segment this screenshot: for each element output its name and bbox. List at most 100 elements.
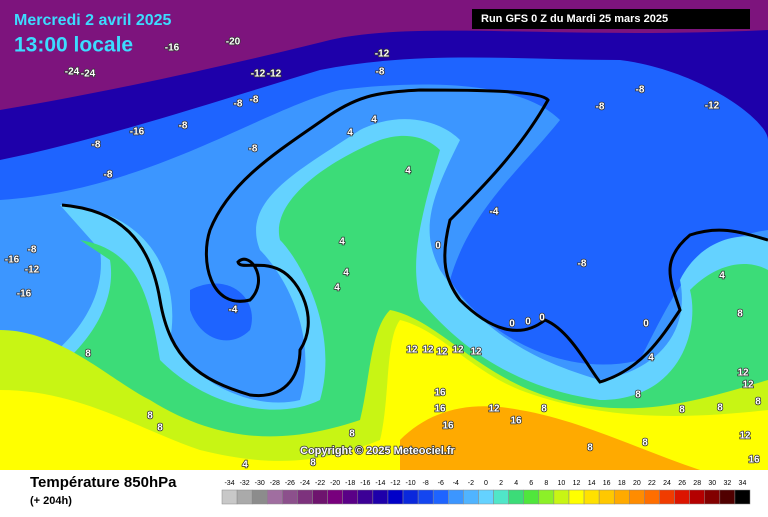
legend-label: 32 <box>723 480 731 487</box>
legend-swatch <box>357 489 374 505</box>
legend-swatch <box>478 489 494 505</box>
legend-label: -10 <box>406 480 416 487</box>
legend-swatch <box>659 489 675 505</box>
legend-swatch <box>644 489 660 505</box>
date: Mercredi 2 avril 2025 <box>14 12 172 29</box>
contour-label: 8 <box>635 390 641 401</box>
legend-label: -18 <box>345 480 355 487</box>
legend-swatch <box>236 489 253 505</box>
copyright: Copyright © 2025 Meteociel.fr <box>300 445 456 457</box>
contour-label: -24 <box>81 69 96 80</box>
contour-label: -8 <box>104 170 113 181</box>
contour-label: 4 <box>719 271 725 282</box>
contour-label: -8 <box>376 67 385 78</box>
contour-label: -8 <box>234 99 243 110</box>
contour-label: 8 <box>717 403 723 414</box>
contour-label: 8 <box>642 438 648 449</box>
legend-swatch <box>493 489 509 505</box>
contour-labels: -24 -24-16-20-12-12 -12 -8-8 -8-16-8-8-8-844… <box>4 36 762 472</box>
legend-label: 26 <box>678 480 686 487</box>
contour-label: -8 <box>92 140 101 151</box>
contour-label: 8 <box>679 405 685 416</box>
contour-label: 8 <box>755 397 761 408</box>
legend-label: -6 <box>438 480 444 487</box>
zone-orange <box>400 406 700 470</box>
run-box <box>472 9 750 29</box>
contour-label: 8 <box>147 411 153 422</box>
contour-label: 8 <box>310 458 316 469</box>
legend-swatch <box>372 489 389 505</box>
contour-label: 12 <box>470 347 482 358</box>
contour-label: 16 <box>434 388 446 399</box>
legend-label: 16 <box>603 480 611 487</box>
legend-swatch <box>387 489 404 505</box>
contour-label: 16 <box>748 455 760 466</box>
legend-swatch <box>282 489 298 505</box>
contour-label: -8 <box>578 259 587 270</box>
legend-label: 2 <box>499 480 503 487</box>
contour-label: 4 <box>371 115 377 126</box>
contour-label: 0 <box>509 319 515 330</box>
contour-label: -20 <box>226 37 241 48</box>
legend-label: 24 <box>663 480 671 487</box>
zone-cold-core <box>190 283 252 341</box>
contour-label: -8 <box>250 95 259 106</box>
legend-label: -26 <box>285 480 295 487</box>
contour-label: -4 <box>229 305 238 316</box>
contour-label: -8 <box>179 121 188 132</box>
legend-label: -22 <box>315 480 325 487</box>
legend-label: -16 <box>360 480 370 487</box>
contour-label: -8 <box>596 102 605 113</box>
legend-swatch <box>613 489 630 505</box>
contour-label: 16 <box>442 421 454 432</box>
contour-label: 0 <box>435 241 441 252</box>
legend-swatch <box>432 489 449 505</box>
contour-label: 4 <box>242 460 248 471</box>
legend-label: -12 <box>390 480 400 487</box>
contour-label: -16 <box>5 255 20 266</box>
legend-label: 10 <box>558 480 566 487</box>
legend-label: 30 <box>708 480 716 487</box>
legend-swatch <box>538 489 555 505</box>
contour-label: 4 <box>339 237 345 248</box>
legend-swatch <box>674 489 690 505</box>
contour-label: 16 <box>434 404 446 415</box>
legend-label: -4 <box>453 480 459 487</box>
legend-label: 34 <box>739 480 747 487</box>
contour-label: -12 <box>25 265 40 276</box>
legend-label: 6 <box>529 480 533 487</box>
legend-swatch <box>629 489 645 505</box>
legend-swatch <box>734 489 751 505</box>
contour-label: 12 <box>737 368 749 379</box>
contour-label: 8 <box>157 423 163 434</box>
contour-label: 4 <box>347 128 353 139</box>
contour-label: -8 <box>249 144 258 155</box>
legend-swatch <box>221 489 238 505</box>
legend-swatch <box>312 489 328 505</box>
legend-label: 4 <box>514 480 518 487</box>
contour-label: 12 <box>739 431 751 442</box>
legend-swatch <box>523 489 540 505</box>
contour-label: 8 <box>587 443 593 454</box>
zero-contour <box>61 88 768 397</box>
contour-label: 0 <box>643 319 649 330</box>
contour-label: 0 <box>539 313 545 324</box>
legend-label: -28 <box>270 480 280 487</box>
legend-label: -30 <box>255 480 265 487</box>
legend-swatch <box>704 489 721 505</box>
legend-label: -2 <box>468 480 474 487</box>
contour-label: -8 <box>636 85 645 96</box>
contour-label: -12 <box>705 101 720 112</box>
contour-label: 8 <box>541 404 547 415</box>
contour-label: 4 <box>343 268 349 279</box>
legend-swatch <box>417 489 434 505</box>
legend-label: 12 <box>573 480 581 487</box>
contour-label: 12 <box>452 345 464 356</box>
legend-swatch <box>689 489 705 505</box>
legend-swatch <box>448 489 464 505</box>
contour-label: 8 <box>737 309 743 320</box>
legend-label: -14 <box>375 480 385 487</box>
legend-label: 14 <box>588 480 596 487</box>
legend-label: -8 <box>423 480 429 487</box>
time: 13:00 locale <box>14 34 133 57</box>
